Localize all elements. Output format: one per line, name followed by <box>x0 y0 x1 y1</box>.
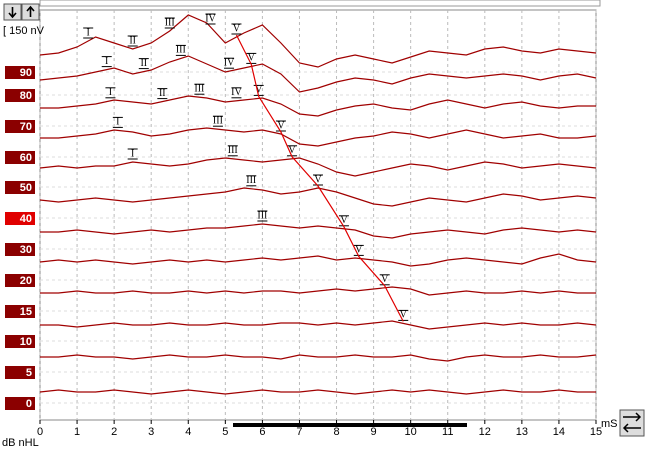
x-tick-label: 1 <box>74 426 80 438</box>
peak-label: III <box>213 115 223 126</box>
wave-v-trend <box>235 34 404 322</box>
x-tick-label: 13 <box>516 426 528 438</box>
level-label: 20 <box>20 275 32 287</box>
waveform <box>40 286 596 296</box>
x-tick-label: 11 <box>442 426 453 438</box>
x-tick-label: 3 <box>148 426 154 438</box>
down-arrow <box>8 7 17 19</box>
level-label-box <box>5 274 35 287</box>
waveform <box>40 354 597 362</box>
peak-label: I <box>105 56 108 67</box>
peak-label: V <box>355 245 363 256</box>
level-label-box <box>5 120 35 133</box>
waveform <box>39 389 596 395</box>
level-label: 80 <box>20 90 32 102</box>
level-label-box <box>5 212 35 225</box>
x-tick-label: 0 <box>37 426 43 438</box>
x-tick-label: 9 <box>371 426 377 438</box>
level-label: 60 <box>20 152 32 164</box>
level-label-box <box>5 243 35 256</box>
scale-label: [ 150 nV <box>3 25 45 37</box>
peak-label: IV <box>205 13 216 24</box>
peak-label: V <box>233 23 241 34</box>
x-tick-label: 10 <box>405 426 417 438</box>
peak-label: IV <box>224 57 235 68</box>
waveform <box>40 223 597 239</box>
y-axis-label: dB nHL <box>2 437 39 449</box>
x-tick-label: 2 <box>111 426 117 438</box>
level-label: 5 <box>26 367 32 379</box>
peak-label: I <box>109 87 112 98</box>
level-label: 70 <box>20 121 32 133</box>
peak-label: II <box>129 35 136 46</box>
x-axis-label: mS <box>601 418 618 430</box>
shift-button[interactable] <box>619 409 645 437</box>
top-strip <box>39 0 601 7</box>
x-tick-label: 7 <box>296 426 302 438</box>
peak-label: V <box>277 120 285 131</box>
peak-label: III <box>246 175 256 186</box>
level-label: 10 <box>20 336 32 348</box>
level-label: 0 <box>26 398 32 410</box>
level-label-box <box>5 181 35 194</box>
level-label: 30 <box>20 244 32 256</box>
waveform <box>40 127 597 147</box>
waveform <box>39 253 597 267</box>
peak-label: III <box>257 210 267 221</box>
peak-label: V <box>248 53 256 64</box>
plot-area <box>39 9 597 421</box>
x-tick-label: 5 <box>222 426 228 438</box>
level-label-box <box>5 89 35 102</box>
x-tick-label: 4 <box>185 426 191 438</box>
waveform <box>39 187 597 207</box>
peak-label: V <box>314 174 322 185</box>
peak-label: III <box>194 83 204 94</box>
up-arrow <box>26 5 35 17</box>
peak-label: I <box>116 117 119 128</box>
level-label-box <box>5 66 35 79</box>
level-label: 15 <box>20 306 32 318</box>
x-tick-label: 6 <box>259 426 265 438</box>
waveform <box>39 14 597 68</box>
peak-label: III <box>228 145 238 156</box>
analysis-window <box>233 423 467 427</box>
level-label: 50 <box>20 182 32 194</box>
level-label-box <box>5 305 35 318</box>
peak-label: I <box>131 148 134 159</box>
x-tick-label: 8 <box>333 426 339 438</box>
peak-label: II <box>140 58 147 69</box>
level-label-box <box>5 397 35 410</box>
x-tick-label: 12 <box>479 426 491 438</box>
peak-label: IV <box>231 87 242 98</box>
peak-label: V <box>381 274 389 285</box>
waveform <box>39 157 597 177</box>
x-tick-label: 14 <box>553 426 565 438</box>
scale-buttons[interactable] <box>3 3 40 21</box>
peak-label: V <box>288 145 296 156</box>
level-label: 40 <box>20 213 32 225</box>
waveform <box>40 95 596 117</box>
x-tick-label: 15 <box>590 426 602 438</box>
level-label: 90 <box>20 67 32 79</box>
level-label-box <box>5 366 35 379</box>
peak-label: V <box>400 310 408 321</box>
peak-label: V <box>255 85 263 96</box>
peak-label: III <box>165 17 175 28</box>
level-label-box <box>5 335 35 348</box>
waveform <box>39 55 597 93</box>
waveform <box>40 320 597 330</box>
shift-arrows <box>622 412 642 433</box>
shift-buttons[interactable] <box>619 409 645 437</box>
peak-label: II <box>159 88 166 99</box>
peak-label: V <box>340 215 348 226</box>
peak-label: III <box>176 45 186 56</box>
peak-label: I <box>87 27 90 38</box>
level-label-box <box>5 151 35 164</box>
